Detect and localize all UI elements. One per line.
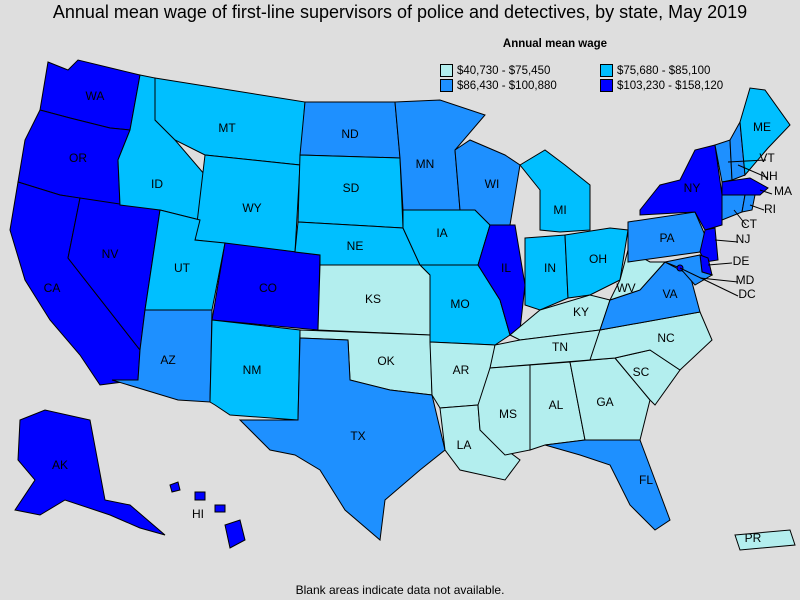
state-label-ND: ND (341, 127, 359, 141)
state-label-OH: OH (589, 252, 607, 266)
state-PR[interactable] (734, 529, 796, 551)
state-label-IA: IA (436, 226, 447, 240)
legend-swatch-4 (600, 79, 613, 92)
state-label-LA: LA (457, 438, 472, 452)
state-MI[interactable] (519, 149, 591, 233)
state-label-NY: NY (684, 181, 701, 195)
state-label-DE: DE (733, 254, 750, 268)
state-label-NE: NE (347, 239, 364, 253)
state-label-AL: AL (549, 398, 564, 412)
state-label-NJ: NJ (736, 232, 751, 246)
state-label-AR: AR (453, 363, 470, 377)
page-title: Annual mean wage of first-line superviso… (52, 2, 748, 22)
state-label-RI: RI (764, 202, 776, 216)
state-label-MO: MO (450, 297, 469, 311)
state-label-UT: UT (174, 261, 191, 275)
legend-item-3: $86,430 - $100,880 (440, 79, 600, 92)
state-label-WY: WY (242, 201, 261, 215)
state-label-VT: VT (759, 151, 775, 165)
legend-items: $40,730 - $75,450 $75,680 - $85,100 $86,… (440, 64, 770, 92)
state-label-MT: MT (218, 121, 236, 135)
state-label-FL: FL (639, 473, 653, 487)
state-label-ID: ID (151, 177, 163, 191)
state-RI[interactable] (741, 194, 756, 213)
state-labels: WA OR CA NV ID MT WY UT AZ CO NM ND SD NE KS OK TX MN IA MO… (44, 89, 792, 545)
state-AK[interactable] (14, 409, 166, 536)
state-label-DC: DC (738, 287, 756, 301)
state-label-WA: WA (86, 89, 105, 103)
state-label-ME: ME (753, 120, 771, 134)
state-label-PR: PR (745, 531, 762, 545)
state-label-NM: NM (243, 363, 262, 377)
state-label-TN: TN (552, 340, 568, 354)
legend-item-1: $40,730 - $75,450 (440, 64, 600, 77)
legend-label-1: $40,730 - $75,450 (457, 64, 551, 77)
state-label-TX: TX (350, 429, 365, 443)
state-label-SD: SD (343, 181, 360, 195)
state-FL[interactable] (544, 439, 671, 531)
state-label-KY: KY (573, 305, 589, 319)
state-label-WV: WV (616, 281, 635, 295)
state-label-MA: MA (774, 184, 792, 198)
state-label-MD: MD (736, 273, 755, 287)
legend-swatch-2 (600, 64, 613, 77)
footnote: Blank areas indicate data not available. (295, 583, 505, 597)
state-label-OR: OR (69, 151, 87, 165)
state-label-HI: HI (192, 507, 204, 521)
state-label-MI: MI (553, 203, 566, 217)
state-label-CA: CA (44, 281, 61, 295)
legend-swatch-1 (440, 64, 453, 77)
legend-label-2: $75,680 - $85,100 (617, 64, 711, 77)
state-label-IL: IL (501, 261, 511, 275)
legend: Annual mean wage $40,730 - $75,450 $75,6… (440, 38, 770, 92)
state-IN[interactable] (524, 234, 569, 311)
state-label-AZ: AZ (160, 353, 175, 367)
state-TX[interactable] (238, 337, 446, 541)
state-label-MN: MN (416, 157, 435, 171)
state-label-WI: WI (485, 177, 500, 191)
state-label-VA: VA (662, 287, 677, 301)
state-HI[interactable] (169, 481, 246, 549)
state-label-SC: SC (633, 365, 650, 379)
legend-label-3: $86,430 - $100,880 (457, 79, 557, 92)
state-NJ[interactable] (699, 227, 719, 263)
state-label-CO: CO (259, 281, 277, 295)
state-label-AK: AK (52, 458, 68, 472)
state-label-CT: CT (741, 217, 758, 231)
state-label-IN: IN (544, 261, 556, 275)
legend-label-4: $103,230 - $158,120 (617, 79, 724, 92)
leader-lines (679, 159, 773, 297)
legend-item-2: $75,680 - $85,100 (600, 64, 760, 77)
state-label-MS: MS (499, 407, 517, 421)
legend-title: Annual mean wage (502, 38, 608, 50)
state-label-NV: NV (102, 247, 119, 261)
state-label-KS: KS (365, 292, 381, 306)
legend-swatch-3 (440, 79, 453, 92)
state-label-OK: OK (377, 354, 394, 368)
state-label-NH: NH (760, 169, 777, 183)
state-label-NC: NC (657, 331, 675, 345)
state-label-GA: GA (596, 395, 613, 409)
state-ME[interactable] (739, 87, 791, 177)
state-label-PA: PA (659, 231, 674, 245)
legend-item-4: $103,230 - $158,120 (600, 79, 760, 92)
